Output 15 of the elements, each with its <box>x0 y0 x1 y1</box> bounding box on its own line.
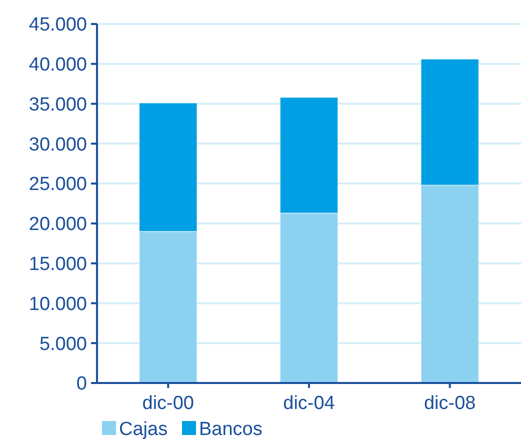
y-tick-label: 25.000 <box>28 174 87 196</box>
y-tick-label: 15.000 <box>28 254 87 275</box>
y-tick-label: 30.000 <box>28 134 87 156</box>
x-tick-label: dic-04 <box>283 393 336 414</box>
y-tick-label: 5.000 <box>39 334 87 355</box>
y-tick-label: 45.000 <box>28 14 87 36</box>
y-tick-label: 35.000 <box>28 94 87 116</box>
y-tick-label: 0 <box>76 374 87 395</box>
y-tick-label: 20.000 <box>28 214 87 236</box>
x-tick-label: dic-08 <box>424 393 476 414</box>
legend-label: Cajas <box>119 419 168 440</box>
x-tick-label: dic-00 <box>142 393 194 414</box>
legend-label: Bancos <box>199 419 262 440</box>
y-tick-label: 10.000 <box>28 294 87 315</box>
y-tick-label: 40.000 <box>28 54 87 76</box>
